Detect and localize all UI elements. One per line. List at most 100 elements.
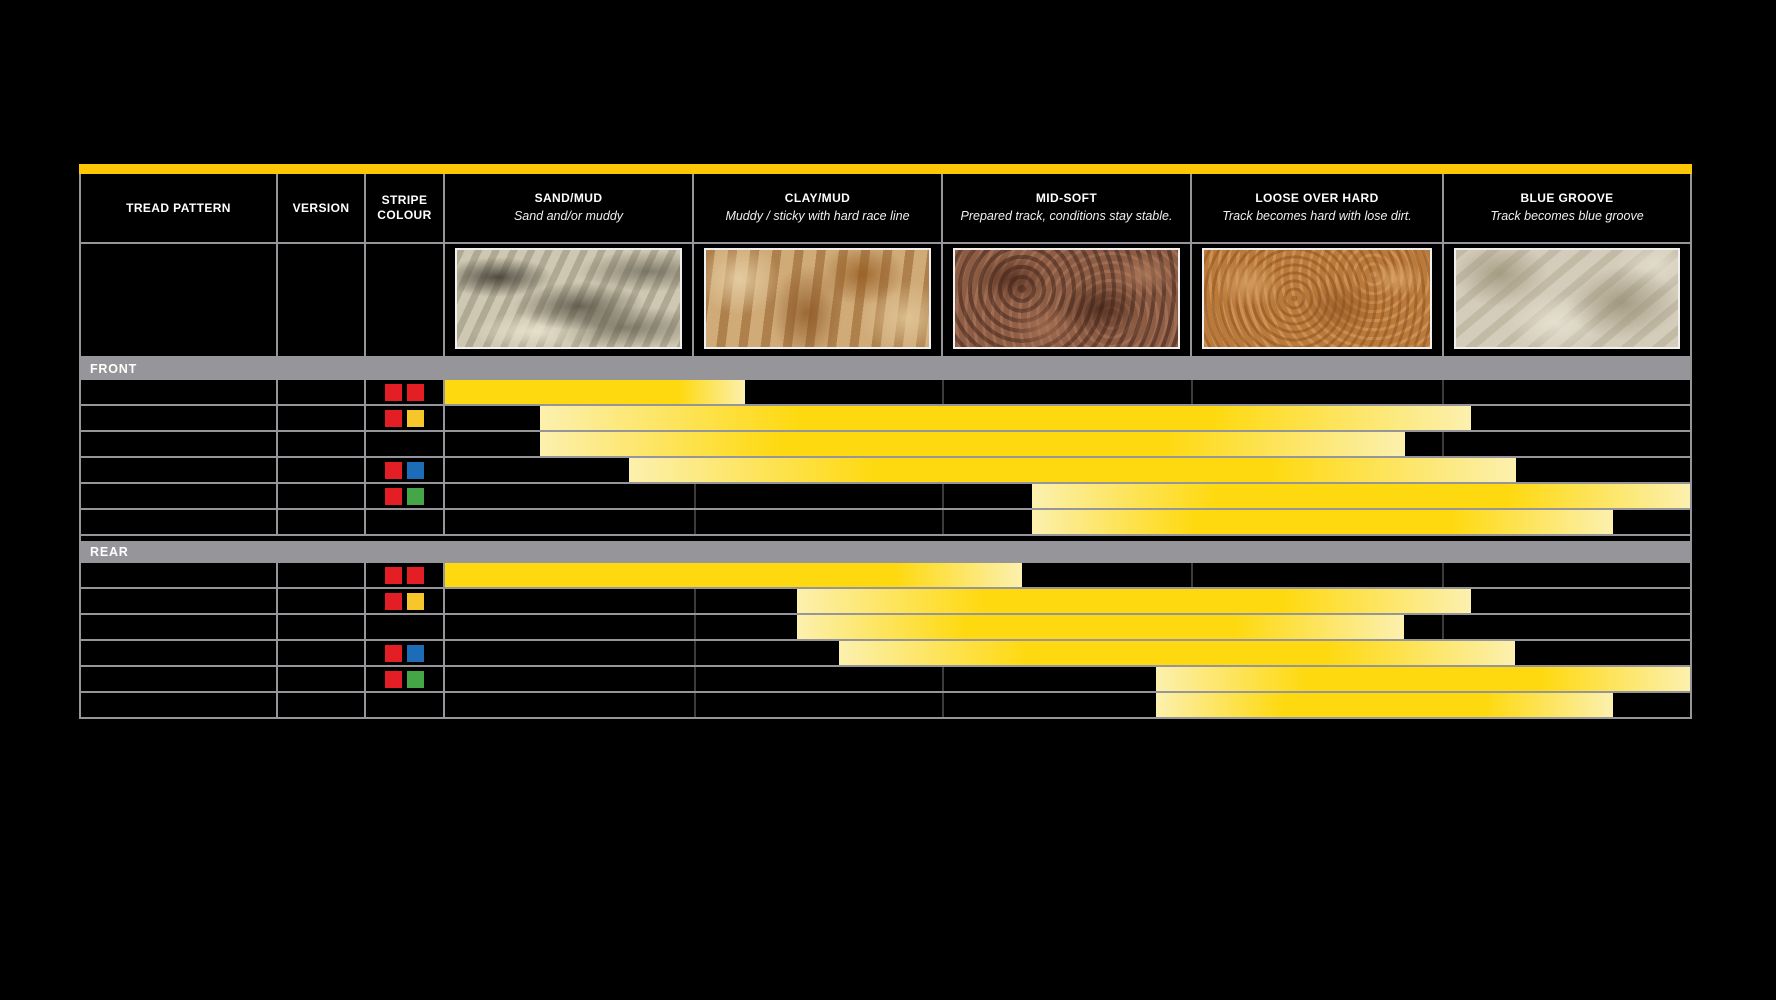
column-divider xyxy=(942,693,945,717)
condition-track-cell xyxy=(445,432,1692,456)
tread-pattern-cell xyxy=(79,693,278,717)
column-divider xyxy=(693,589,696,613)
table-row xyxy=(79,458,1692,484)
version-cell xyxy=(278,693,366,717)
table-row xyxy=(79,589,1692,615)
version-cell xyxy=(278,589,366,613)
condition-track-cell xyxy=(445,563,1692,587)
stripe-swatch-green xyxy=(407,670,424,688)
stripe-swatch-red xyxy=(385,383,402,401)
usage-range-bar xyxy=(1155,667,1690,691)
column-subtitle: Track becomes hard with lose dirt. xyxy=(1222,209,1412,224)
blue-groove-photo xyxy=(1454,248,1680,349)
stripe-swatch-blue xyxy=(407,461,424,479)
header-row: TREAD PATTERN VERSION STRIPE COLOUR SAND… xyxy=(79,174,1692,244)
mid-soft-photo xyxy=(953,248,1180,349)
table-row xyxy=(79,484,1692,510)
condition-track-cell xyxy=(445,458,1692,482)
stripe-colour-cell xyxy=(366,406,445,430)
stripe-swatch-blue xyxy=(407,644,424,662)
table-row xyxy=(79,693,1692,719)
condition-photo-row xyxy=(79,244,1692,358)
condition-track-cell xyxy=(445,641,1692,665)
clay-mud-photo xyxy=(704,248,931,349)
column-title: VERSION xyxy=(292,200,350,215)
tread-pattern-cell xyxy=(79,615,278,639)
tread-pattern-cell xyxy=(79,589,278,613)
stripe-colour-cell xyxy=(366,380,445,404)
stripe-swatch-red xyxy=(385,461,402,479)
column-divider xyxy=(1190,380,1193,404)
table-row xyxy=(79,432,1692,458)
table-row xyxy=(79,667,1692,693)
empty-stripe-cell xyxy=(366,244,445,356)
column-title: SAND/MUD xyxy=(534,191,603,206)
column-divider xyxy=(942,380,945,404)
table-row xyxy=(79,641,1692,667)
version-cell xyxy=(278,432,366,456)
condition-track-cell xyxy=(445,484,1692,508)
condition-track-cell xyxy=(445,589,1692,613)
stripe-colour-cell xyxy=(366,641,445,665)
column-title: MID-SOFT xyxy=(1035,191,1098,206)
version-cell xyxy=(278,615,366,639)
column-title: BLUE GROOVE xyxy=(1520,191,1614,206)
header-blue-groove: BLUE GROOVE Track becomes blue groove xyxy=(1444,174,1692,242)
version-cell xyxy=(278,484,366,508)
header-mid-soft: MID-SOFT Prepared track, conditions stay… xyxy=(943,174,1192,242)
condition-track-cell xyxy=(445,510,1692,534)
column-title: STRIPE COLOUR xyxy=(377,193,432,222)
stripe-colour-cell xyxy=(366,432,445,456)
version-cell xyxy=(278,380,366,404)
section-gap xyxy=(79,536,1692,541)
tread-pattern-cell xyxy=(79,667,278,691)
column-subtitle: Track becomes blue groove xyxy=(1490,209,1644,224)
table-row xyxy=(79,615,1692,641)
stripe-swatch-red xyxy=(385,592,402,610)
column-divider xyxy=(693,510,696,534)
usage-range-bar xyxy=(1032,484,1690,508)
stripe-swatch-red xyxy=(407,383,424,401)
tread-pattern-cell xyxy=(79,406,278,430)
header-stripe-colour: STRIPE COLOUR xyxy=(366,174,445,242)
column-divider xyxy=(693,693,696,717)
stripe-swatch-red xyxy=(407,566,424,584)
version-cell xyxy=(278,563,366,587)
stripe-colour-cell xyxy=(366,615,445,639)
tread-pattern-cell xyxy=(79,432,278,456)
usage-range-bar xyxy=(539,432,1405,456)
header-version: VERSION xyxy=(278,174,366,242)
tire-condition-chart: TREAD PATTERN VERSION STRIPE COLOUR SAND… xyxy=(79,164,1692,719)
header-sand-mud: SAND/MUD Sand and/or muddy xyxy=(445,174,694,242)
column-divider xyxy=(1442,563,1445,587)
header-clay-mud: CLAY/MUD Muddy / sticky with hard race l… xyxy=(694,174,943,242)
version-cell xyxy=(278,667,366,691)
column-divider xyxy=(1442,432,1445,456)
tread-pattern-cell xyxy=(79,641,278,665)
usage-range-bar xyxy=(628,458,1517,482)
version-cell xyxy=(278,406,366,430)
header-loose-over-hard: LOOSE OVER HARD Track becomes hard with … xyxy=(1192,174,1444,242)
column-subtitle: Prepared track, conditions stay stable. xyxy=(960,209,1173,224)
sand-mud-photo xyxy=(455,248,682,349)
tread-pattern-cell xyxy=(79,458,278,482)
column-subtitle: Muddy / sticky with hard race line xyxy=(725,209,910,224)
stripe-swatch-yellow xyxy=(407,409,424,427)
tread-pattern-cell xyxy=(79,380,278,404)
usage-range-bar xyxy=(797,615,1404,639)
condition-track-cell xyxy=(445,667,1692,691)
usage-range-bar xyxy=(1032,510,1614,534)
column-subtitle: Sand and/or muddy xyxy=(513,209,624,224)
usage-range-bar xyxy=(839,641,1516,665)
table-row xyxy=(79,510,1692,536)
stripe-colour-cell xyxy=(366,589,445,613)
stripe-colour-cell xyxy=(366,510,445,534)
version-cell xyxy=(278,510,366,534)
section-label-rear: REAR xyxy=(79,541,1692,563)
stripe-swatch-red xyxy=(385,487,402,505)
usage-range-bar xyxy=(1155,693,1614,717)
usage-range-bar xyxy=(445,563,1023,587)
column-divider xyxy=(693,615,696,639)
stripe-swatch-yellow xyxy=(407,592,424,610)
